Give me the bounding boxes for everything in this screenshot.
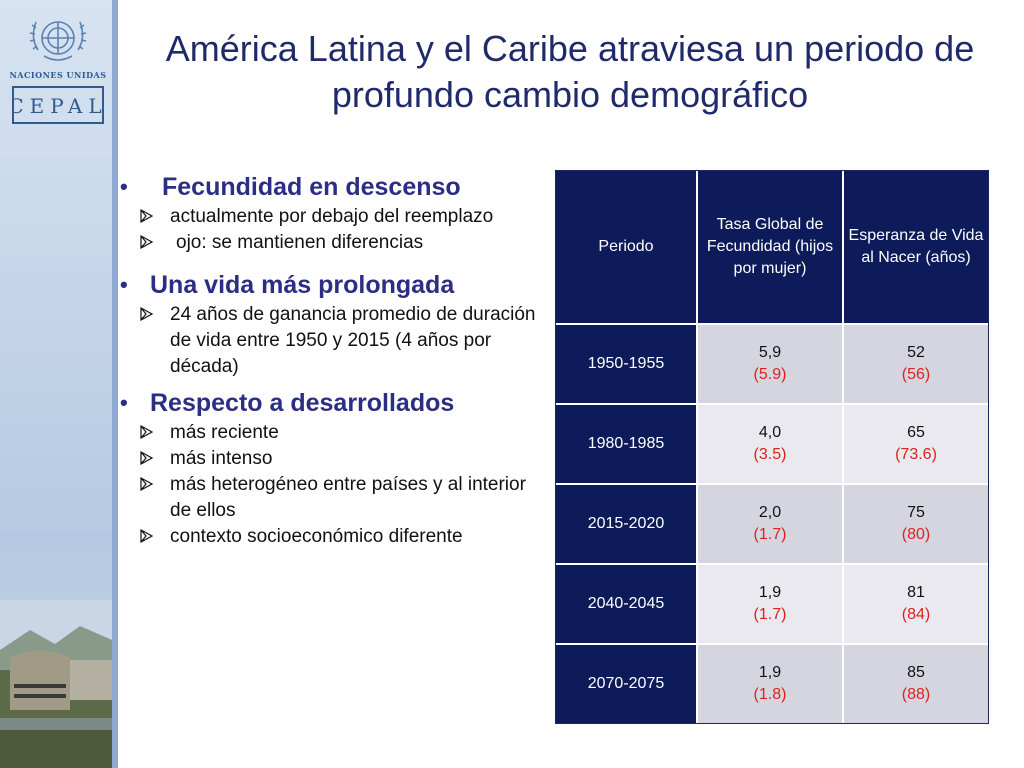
table-header-row: Periodo Tasa Global de Fecundidad (hijos… (556, 171, 988, 323)
list-item: 24 años de ganancia promedio de duración… (140, 302, 540, 380)
period-cell: 1950-1955 (556, 323, 698, 403)
bullet-section-fecundidad: • Fecundidad en descenso actualmente por… (120, 170, 540, 256)
period-cell: 2015-2020 (556, 483, 698, 563)
column-header-ev: Esperanza de Vida al Nacer (años) (844, 171, 988, 323)
arrow-bullet-icon (140, 446, 170, 472)
arrow-bullet-icon (140, 472, 170, 524)
cepal-logo: CEPAL (12, 86, 104, 124)
ev-cell: 85 (88) (844, 643, 988, 723)
svg-text:CEPAL: CEPAL (12, 94, 104, 118)
column-header-tgf: Tasa Global de Fecundidad (hijos por muj… (698, 171, 844, 323)
sidebar-edge (112, 0, 118, 768)
table-row: 2070-2075 1,9 (1.8) 85 (88) (556, 643, 988, 723)
ev-cell: 75 (80) (844, 483, 988, 563)
ev-cell: 81 (84) (844, 563, 988, 643)
slide-title: América Latina y el Caribe atraviesa un … (165, 28, 975, 115)
section-heading: Respecto a desarrollados (150, 388, 455, 417)
table-row: 2015-2020 2,0 (1.7) 75 (80) (556, 483, 988, 563)
bullet-list: • Fecundidad en descenso actualmente por… (120, 170, 540, 556)
ev-cell: 52 (56) (844, 323, 988, 403)
bullet-section-vida: • Una vida más prolongada 24 años de gan… (120, 268, 540, 380)
tgf-cell: 5,9 (5.9) (698, 323, 844, 403)
arrow-bullet-icon (140, 420, 170, 446)
arrow-bullet-icon (140, 230, 170, 256)
campus-photo (0, 600, 112, 768)
list-item: contexto socioeconómico diferente (140, 524, 540, 550)
ev-cell: 65 (73.6) (844, 403, 988, 483)
list-item: más intenso (140, 446, 540, 472)
column-header-periodo: Periodo (556, 171, 698, 323)
bullet-dot-icon: • (120, 174, 128, 199)
section-heading: Fecundidad en descenso (162, 172, 461, 201)
tgf-cell: 1,9 (1.7) (698, 563, 844, 643)
tgf-cell: 2,0 (1.7) (698, 483, 844, 563)
bullet-dot-icon: • (120, 272, 128, 297)
demographic-table: Periodo Tasa Global de Fecundidad (hijos… (555, 170, 989, 724)
period-cell: 2040-2045 (556, 563, 698, 643)
bullet-section-desarrollados: • Respecto a desarrollados más reciente … (120, 386, 540, 550)
table-row: 1980-1985 4,0 (3.5) 65 (73.6) (556, 403, 988, 483)
un-label: NACIONES UNIDAS (9, 70, 107, 80)
sidebar-strip: NACIONES UNIDAS CEPAL (0, 0, 118, 768)
period-cell: 2070-2075 (556, 643, 698, 723)
table-row: 2040-2045 1,9 (1.7) 81 (84) (556, 563, 988, 643)
arrow-bullet-icon (140, 204, 170, 230)
arrow-bullet-icon (140, 302, 170, 380)
un-emblem-icon (29, 21, 87, 61)
list-item: actualmente por debajo del reemplazo (140, 204, 540, 230)
bullet-dot-icon: • (120, 390, 128, 415)
table-row: 1950-1955 5,9 (5.9) 52 (56) (556, 323, 988, 403)
tgf-cell: 4,0 (3.5) (698, 403, 844, 483)
arrow-bullet-icon (140, 524, 170, 550)
list-item: ojo: se mantienen diferencias (140, 230, 540, 256)
tgf-cell: 1,9 (1.8) (698, 643, 844, 723)
section-heading: Una vida más prolongada (150, 270, 455, 299)
period-cell: 1980-1985 (556, 403, 698, 483)
list-item: más heterogéneo entre países y al interi… (140, 472, 540, 524)
list-item: más reciente (140, 420, 540, 446)
